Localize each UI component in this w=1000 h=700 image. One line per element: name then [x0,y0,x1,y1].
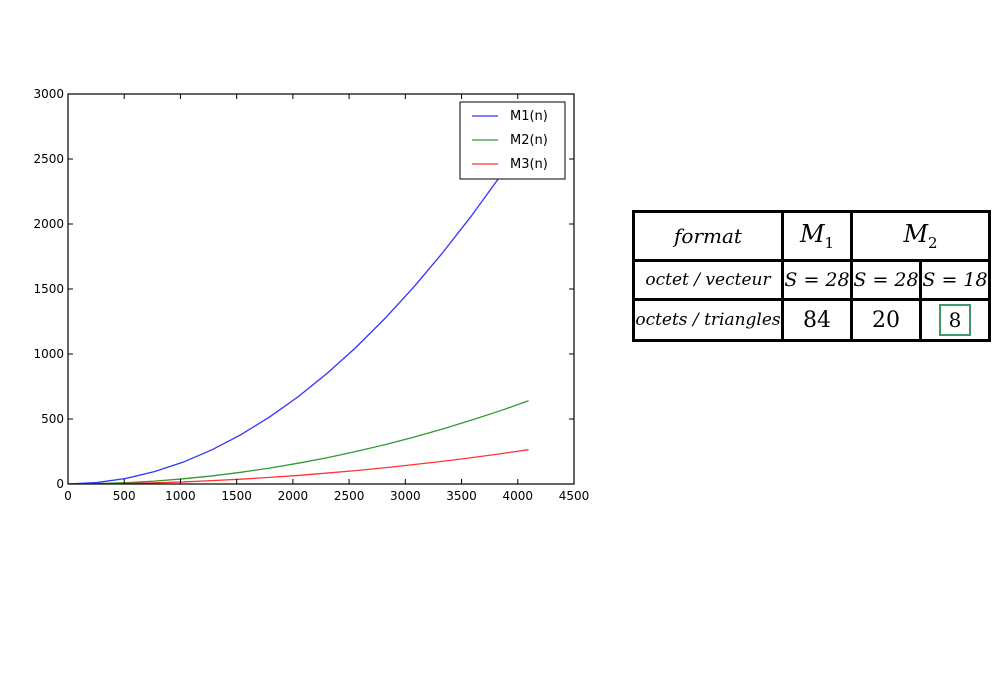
axes-layer: 0 500 1000 1500 2000 2500 3000 3500 4000 4500 0 500… [33,87,589,503]
line-chart: 0 500 1000 1500 2000 2500 3000 3500 4000 4500 0 500… [33,87,589,503]
x-tick-label: 3000 [390,489,421,503]
x-tick-label: 1500 [221,489,252,503]
header-m2-sub: 2 [928,233,938,252]
header-m1-letter: M [799,220,825,249]
triangles-m2-value-b-cell: 8 [919,298,991,342]
series-line-3 [68,449,529,484]
series-layer [68,134,530,484]
format-table: format M1 M2 octet / vecteur S = 28 S = … [632,210,991,342]
x-tick-label: 4500 [559,489,590,503]
y-tick-label: 3000 [33,87,64,101]
x-tick-label: 2000 [278,489,309,503]
header-m2-letter: M [903,220,929,249]
y-tick-label: 1500 [33,282,64,296]
triangles-m2-value-a: 20 [850,298,922,342]
triangles-m1-value: 84 [781,298,853,342]
table-row-vector: octet / vecteur S = 28 S = 28 S = 18 [632,259,991,301]
series-line-1 [68,134,530,484]
x-tick-label: 2500 [334,489,365,503]
vector-m2-value-a: S = 28 [850,259,922,301]
legend-label-1: M1(n) [510,109,548,124]
series-line-2 [68,400,529,484]
y-tick-label: 2500 [33,152,64,166]
legend-label-2: M2(n) [510,133,548,148]
x-tick-label: 500 [113,489,136,503]
header-m2: M2 [850,210,991,262]
y-tick-label: 500 [41,412,64,426]
x-tick-label: 3500 [446,489,477,503]
x-tick-label: 0 [64,489,72,503]
row-vector-label: octet / vecteur [632,259,784,301]
y-tick-label: 0 [56,477,64,491]
y-tick-label: 1000 [33,347,64,361]
header-m1: M1 [781,210,853,262]
legend-label-3: M3(n) [510,157,548,172]
vector-m1-value: S = 28 [781,259,853,301]
table-header-row: format M1 M2 [632,210,991,262]
vector-m2-value-b: S = 18 [919,259,991,301]
legend-box [459,101,566,180]
row-triangles-label: octets / triangles [632,298,784,342]
legend: M1(n) M2(n) M3(n) [459,101,566,180]
y-tick-label: 2000 [33,217,64,231]
header-m1-sub: 1 [824,233,835,252]
table-row-triangles: octets / triangles 84 20 8 [632,298,991,342]
header-format: format [632,210,784,262]
x-tick-label: 1000 [165,489,196,503]
x-tick-label: 4000 [503,489,534,503]
highlighted-value: 8 [938,304,972,336]
